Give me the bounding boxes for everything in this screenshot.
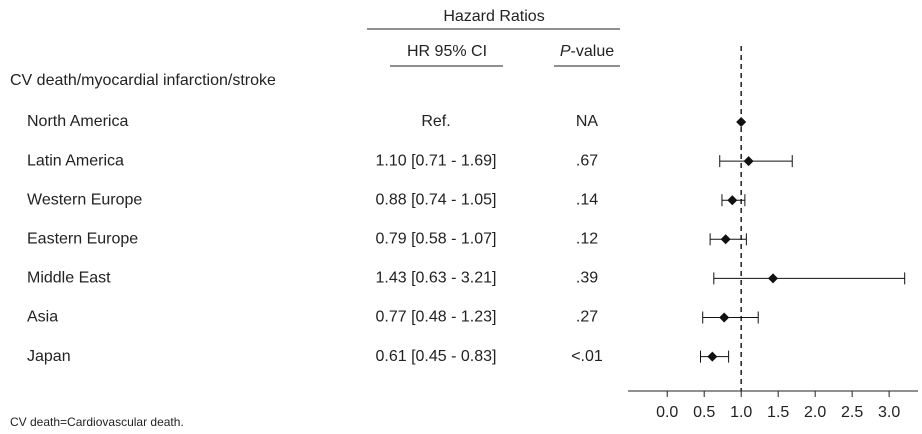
x-tick-label: 1.5 [767,404,789,421]
p-value: .12 [576,231,598,248]
point-estimate [736,117,747,127]
ci-label: 0.88 [0.74 - 1.05] [376,191,497,208]
point-estimate [768,273,778,284]
ci-label: 1.10 [0.71 - 1.69] [376,152,497,169]
p-header-rest: -value [571,43,615,60]
point-estimate [719,312,730,323]
row-label: Asia [27,309,58,326]
p-value: <.01 [571,348,603,365]
point-estimate [720,234,731,245]
section-label: CV death/myocardial infarction/stroke [10,72,276,89]
x-tick-label: 0.0 [656,404,678,421]
x-tick-label: 1.0 [730,404,752,421]
ci-label: 1.43 [0.63 - 3.21] [376,270,497,287]
x-tick-label: 2.5 [841,404,863,421]
x-tick-label: 0.5 [693,404,715,421]
row-label: Latin America [27,152,124,169]
row-label: North America [27,113,128,130]
x-tick-label: 3.0 [878,404,900,421]
p-value: .14 [576,191,598,208]
p-value: NA [576,113,599,130]
point-estimate [743,156,754,167]
p-value: .39 [576,270,598,287]
footnote: CV death=Cardiovascular death. [10,415,184,429]
ci-label: 0.61 [0.45 - 0.83] [376,348,497,365]
p-value: .27 [576,309,598,326]
row-label: Western Europe [27,191,142,208]
point-estimate [727,195,738,206]
ci-header: HR 95% CI [407,43,487,60]
ci-label: 0.79 [0.58 - 1.07] [376,231,497,248]
row-label: Middle East [27,270,111,287]
p-value: .67 [576,152,598,169]
row-label: Eastern Europe [27,231,138,248]
ci-label: 0.77 [0.48 - 1.23] [376,309,497,326]
header: Hazard Ratios [443,8,544,25]
x-tick-label: 2.0 [804,404,826,421]
row-label: Japan [27,348,71,365]
point-estimate [707,351,718,362]
ci-label: Ref. [421,113,450,130]
p-header: P-value [560,43,614,60]
p-header-italic: P [560,43,571,60]
